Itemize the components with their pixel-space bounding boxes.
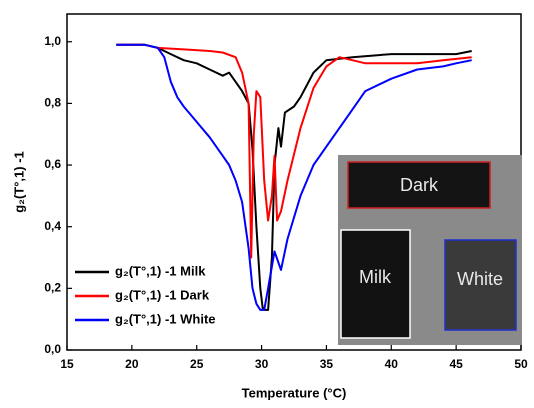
y-tick-label: 1,0 (44, 34, 61, 48)
y-tick-label: 0,4 (44, 219, 61, 233)
inset-image: Dark Milk White (338, 155, 522, 345)
x-tick-label: 50 (514, 357, 528, 371)
inset-milk-sample (340, 229, 411, 339)
y-tick-label: 0,8 (44, 96, 61, 110)
inset-dark-sample (347, 161, 491, 209)
inset-label: Dark (400, 175, 439, 195)
x-tick-label: 25 (190, 357, 204, 371)
y-tick-label: 0,2 (44, 281, 61, 295)
x-tick-label: 45 (449, 357, 463, 371)
x-tick-label: 30 (255, 357, 269, 371)
inset-label: White (457, 269, 503, 289)
x-tick-label: 40 (385, 357, 399, 371)
x-tick-label: 15 (60, 357, 74, 371)
legend-label: g₂(T°,1) -1 White (115, 311, 216, 326)
x-tick-label: 35 (320, 357, 334, 371)
x-axis-label: Temperature (°C) (242, 385, 347, 400)
legend-label: g₂(T°,1) -1 Milk (115, 263, 206, 278)
data-line (116, 43, 472, 311)
y-tick-label: 0,0 (44, 342, 61, 356)
y-tick-label: 0,6 (44, 157, 61, 171)
legend-label: g₂(T°,1) -1 Dark (115, 287, 210, 302)
y-axis-label: g₂(T°,1) -1 (11, 151, 26, 213)
inset-white-sample (444, 239, 517, 331)
inset-label: Milk (359, 267, 392, 287)
data-line (116, 43, 472, 259)
x-tick-label: 20 (125, 357, 139, 371)
